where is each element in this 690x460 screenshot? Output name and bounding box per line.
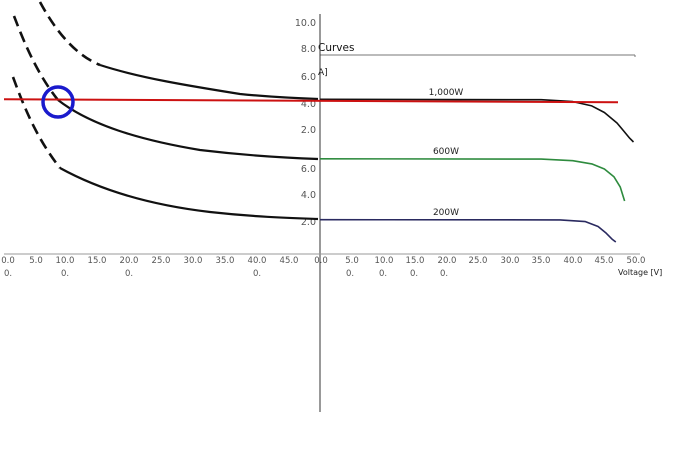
x-tick-label: 0.0 — [1, 256, 15, 266]
y-tick-label: 6.0 — [301, 164, 316, 175]
mirrored-curve-dashed-middle — [12, 15, 60, 101]
x-tick-label: 30.0 — [184, 256, 203, 266]
x-tick-label: 15.0 — [88, 256, 107, 266]
y-tick-label: 2.0 — [301, 125, 316, 136]
series-label-3: 200W — [433, 208, 459, 218]
series-line-1 — [319, 98, 635, 143]
x-subtick-label: 0. — [61, 269, 69, 279]
mirrored-curve-dashed-lower — [11, 76, 62, 169]
mirrored-curve-solid-upper — [99, 63, 319, 101]
x-subtick-label: 0. — [125, 269, 133, 279]
x-tick-label: 40.0 — [564, 256, 583, 266]
y-tick-label: 4.0 — [301, 190, 316, 201]
chart-title: Curves — [318, 42, 354, 54]
x-subtick-label: 0. — [410, 269, 418, 279]
x-tick-label: 5.0 — [345, 256, 359, 266]
intersection-marker-circle — [41, 85, 75, 119]
x-tick-label: 0.0 — [314, 256, 328, 266]
x-tick-label: 35.0 — [532, 256, 551, 266]
x-tick-label: 35.0 — [216, 256, 235, 266]
x-subtick-label: 0. — [379, 269, 387, 279]
y-tick-label: 4.0 — [301, 99, 316, 110]
x-subtick-label: 0. — [346, 269, 354, 279]
x-tick-label: 10.0 — [375, 256, 394, 266]
series-layer: 1,000W 600W 200W — [319, 88, 635, 243]
x-subtick-label: 0. — [440, 269, 448, 279]
y-axis-label: A] — [318, 68, 328, 78]
mirrored-curves — [11, 1, 319, 221]
reference-line — [3, 98, 619, 104]
x-tick-label: 10.0 — [56, 256, 75, 266]
x-tick-label: 45.0 — [595, 256, 614, 266]
x-subtick-label: 0. — [4, 269, 12, 279]
mirrored-curve-dashed-upper — [38, 1, 101, 67]
x-subtick-label: 0. — [253, 269, 261, 279]
y-tick-label: 8.0 — [301, 44, 316, 55]
series-label-1: 1,000W — [429, 88, 464, 98]
x-tick-label: 15.0 — [406, 256, 425, 266]
mirrored-curve-solid-middle — [57, 99, 319, 161]
x-tick-label: 5.0 — [29, 256, 43, 266]
y-tick-label: 6.0 — [301, 72, 316, 83]
x-tick-label: 20.0 — [120, 256, 139, 266]
series-line-2 — [319, 158, 626, 202]
x-tick-label: 30.0 — [501, 256, 520, 266]
y-tick-label: 10.0 — [295, 18, 316, 29]
x-tick-label: 25.0 — [152, 256, 171, 266]
y-tick-label: 2.0 — [301, 217, 316, 228]
x-tick-label: 50.0 — [627, 256, 646, 266]
x-tick-label: 40.0 — [248, 256, 267, 266]
x-tick-label: 25.0 — [469, 256, 488, 266]
series-line-3 — [319, 218, 617, 243]
x-tick-label: 20.0 — [438, 256, 457, 266]
series-label-2: 600W — [433, 147, 459, 157]
mirrored-curve-solid-lower — [59, 167, 319, 221]
x-tick-label: 45.0 — [280, 256, 299, 266]
x-axis-label: Voltage [V] — [618, 268, 662, 277]
